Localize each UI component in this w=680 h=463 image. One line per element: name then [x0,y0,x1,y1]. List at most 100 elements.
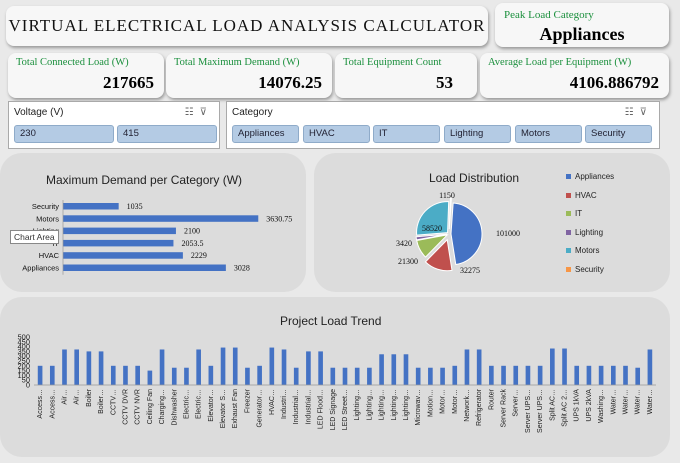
y-tick-label: 450 [17,337,30,346]
x-tick-label: Lighting… [403,389,410,421]
y-tick-label: 200 [17,361,30,370]
x-tick-label: Air… [61,389,68,405]
x-tick-label: CCTV DVR [122,389,129,425]
legend-swatch [566,174,571,180]
trend-bar [598,365,604,385]
legend-entry: Appliances [566,172,614,181]
trend-bar [610,365,616,385]
x-tick-label: Freezer [244,388,251,413]
category-slicer-header: Category [232,107,273,118]
trend-bar [379,354,384,385]
trend-bar [501,365,506,385]
trend-bar [647,349,653,385]
legend-entry: IT [566,209,582,218]
x-tick-label: Industrial… [293,389,300,424]
legend-label: Security [575,264,604,274]
x-tick-label: Water… [610,389,617,414]
trend-bar [123,365,128,385]
trend-bar [208,365,214,385]
trend-bar [330,367,336,385]
x-tick-label: UPS 1kVA [574,389,581,422]
data-label: 32275 [460,266,480,275]
trend-bar [440,367,445,385]
data-label: 1150 [439,191,455,200]
slicer-item-hvac[interactable]: HVAC [303,125,370,143]
trend-bar [62,349,67,385]
x-tick-label: Ceiling Fan [147,389,154,425]
trend-bar [525,365,531,385]
x-tick-label: Elevator S… [220,389,227,428]
trend-bar [74,349,80,385]
trend-bar [537,365,543,385]
x-tick-label: Water… [635,389,642,414]
multi-select-icon[interactable]: ☷ [184,107,200,118]
data-label: 2053.5 [181,239,203,248]
max-demand-chart[interactable]: Security1035Motors3630.75Lighting2100IT2… [0,153,306,292]
trend-bar [354,367,360,385]
trend-bar [98,351,104,385]
x-tick-label: HVAC… [269,389,276,415]
legend-swatch [566,266,571,272]
trend-bar [232,347,238,385]
trend-bar [269,347,275,385]
x-tick-label: Motor… [452,389,459,414]
x-tick-label: Water… [623,389,630,414]
slicer-item-motors[interactable]: Motors [515,125,582,143]
x-tick-label: Electric… [196,389,203,419]
legend-label: Lighting [575,227,604,237]
slicer-item-it[interactable]: IT [373,125,440,143]
x-tick-label: Microwav… [415,389,422,426]
slicer-item-appliances[interactable]: Appliances [232,125,299,143]
load-distribution-chart[interactable]: 101000 32275 21300 3420 58520 1150 [314,153,670,292]
peak-load-value: Appliances [539,24,625,44]
x-tick-label: Split AC 2… [562,389,569,427]
x-tick-label: LED Signage [330,389,337,430]
trend-bar [562,348,567,385]
trend-bar [476,349,482,385]
pie-slice [415,233,448,241]
chart-area-tooltip: Chart Area [10,230,59,244]
x-tick-label: Split AC… [549,389,556,421]
max-demand-panel: Maximum Demand per Category (W) Security… [0,153,306,292]
slicer-item-230[interactable]: 230 [14,125,114,143]
x-tick-label: Motion… [427,389,434,417]
legend-entry: Security [566,265,604,274]
legend-label: IT [575,209,583,218]
clear-filter-icon[interactable]: ⊽ [639,107,653,118]
load-distribution-title: Load Distribution [429,171,520,185]
data-label: 58520 [422,224,442,233]
trend-bar [635,367,641,385]
trend-bar [281,349,287,385]
trend-bar [184,367,189,385]
trend-bar [37,365,43,385]
category-tick-label: Appliances [22,264,59,273]
demand-bar [63,264,226,271]
kpi-value: 53 [436,73,453,92]
x-tick-label: Network… [464,389,471,422]
x-tick-label: Lighting… [354,389,361,421]
x-tick-label: Boiler… [98,389,105,414]
trend-bar [489,365,494,385]
kpi-value: 4106.886792 [569,73,659,92]
pie-slice [424,238,453,272]
x-tick-label: Server… [513,389,520,417]
slicer-item-415[interactable]: 415 [117,125,217,143]
trend-bar [623,365,628,385]
x-tick-label: Refrigerator [476,388,483,426]
y-tick-label: 300 [17,352,30,361]
slicer-item-security[interactable]: Security [585,125,652,143]
x-tick-label: Access… [49,389,56,419]
trend-bar [391,354,397,385]
multi-select-icon[interactable]: ☷ [624,107,640,118]
y-tick-label: 0 [26,381,30,390]
legend-swatch [566,229,571,235]
trend-bar [367,367,372,385]
clear-filter-icon[interactable]: ⊽ [199,107,213,118]
category-slicer: Category ☷⊽ Appliances HVAC IT Lighting … [226,101,660,149]
x-tick-label: Water… [647,389,654,414]
trend-bar [257,365,262,385]
trend-bar [147,370,153,385]
data-label: 3420 [396,239,412,248]
slicer-item-lighting[interactable]: Lighting [444,125,511,143]
